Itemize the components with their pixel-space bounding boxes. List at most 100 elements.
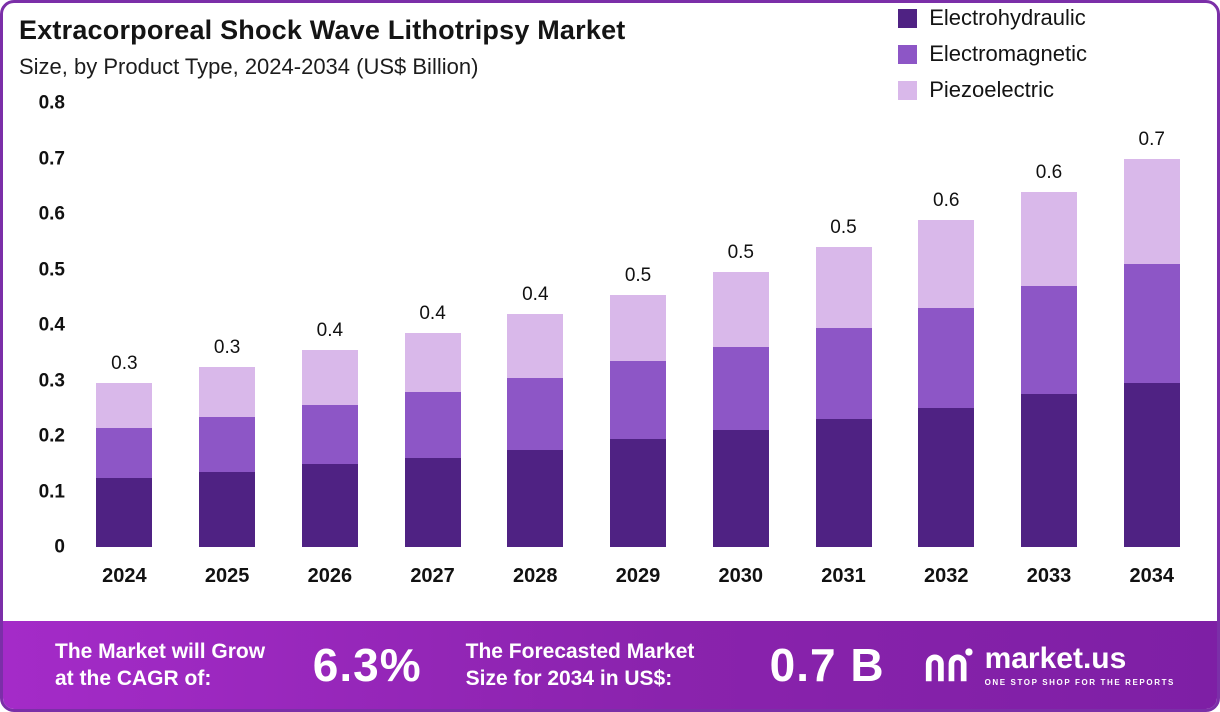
bar-column: 0.3 2024 [73, 103, 176, 588]
forecast-value: 0.7 B [769, 639, 885, 691]
bar-segment-piezoelectric [404, 333, 461, 392]
bar-segment-electromagnetic [96, 427, 153, 478]
forecast-label: The Forecasted Market Size for 2034 in U… [465, 639, 695, 690]
bar-total-label: 0.3 [111, 353, 138, 375]
legend-label: Electrohydraulic [929, 5, 1086, 30]
bar-column: 0.4 2026 [278, 103, 381, 588]
bar-segment-electromagnetic [507, 377, 564, 450]
bar-segment-electromagnetic [610, 361, 667, 439]
bar-total-label: 0.3 [213, 336, 241, 358]
bar-segment-electromagnetic [1123, 263, 1180, 384]
y-axis-tick-label: 0 [54, 536, 65, 558]
bar-segment-electrohydraulic [610, 438, 667, 547]
legend-item: Piezoelectric [898, 77, 1087, 103]
y-axis-tick-label: 0.1 [38, 481, 65, 502]
bar-total-label: 0.4 [419, 303, 446, 325]
x-axis-label: 2027 [410, 565, 455, 587]
legend-swatch [898, 44, 918, 64]
bar-column: 0.5 2030 [689, 103, 792, 588]
brand-block: market.us ONE STOP SHOP FOR THE REPORTS [921, 641, 1175, 687]
bar-total-label: 0.5 [830, 217, 857, 239]
bar-segment-electromagnetic [404, 391, 461, 459]
chart-title: Extracorporeal Shock Wave Lithotripsy Ma… [19, 15, 626, 45]
stacked-bar [918, 219, 975, 547]
x-axis-label: 2032 [923, 565, 969, 587]
bar-segment-piezoelectric [96, 383, 153, 428]
y-axis-tick-label: 0.2 [38, 425, 65, 447]
legend-swatch [898, 80, 918, 100]
y-axis-tick-label: 0.5 [38, 259, 65, 280]
bar-segment-electromagnetic [301, 405, 358, 464]
stacked-bar [507, 313, 564, 547]
legend-item: Electromagnetic [898, 41, 1087, 67]
y-axis-tick-label: 0.7 [38, 148, 65, 169]
bar-total-label: 0.4 [522, 283, 549, 305]
stacked-bar [96, 383, 153, 547]
stacked-bar [610, 294, 667, 547]
bar-column: 0.5 2031 [792, 103, 895, 588]
x-axis-label: 2028 [513, 565, 558, 587]
bar-total-label: 0.4 [316, 319, 344, 341]
bar-segment-piezoelectric [1123, 158, 1180, 264]
bar-column: 0.6 2032 [895, 103, 998, 588]
plot-area: 0.3 2024 0.3 2025 0.4 2026 0.4 2027 0.4 2028 0.5 20… [73, 103, 1203, 588]
bar-segment-electrohydraulic [301, 463, 358, 547]
bar-segment-electrohydraulic [712, 430, 769, 547]
x-axis-label: 2034 [1129, 565, 1174, 587]
bar-segment-piezoelectric [712, 272, 769, 348]
bar-segment-piezoelectric [1020, 191, 1077, 287]
legend-item: Electrohydraulic [898, 5, 1087, 31]
bar-segment-electrohydraulic [815, 419, 872, 547]
footer-banner: The Market will Grow at the CAGR of: 6.3… [3, 621, 1217, 709]
bar-column: 0.5 2029 [587, 103, 690, 588]
marketus-logo-icon [925, 648, 973, 682]
bar-segment-piezoelectric [815, 247, 872, 328]
cagr-value: 6.3% [312, 639, 422, 691]
bar-column: 0.3 2025 [176, 103, 279, 588]
x-axis-label: 2026 [307, 565, 353, 587]
legend-swatch [898, 8, 918, 28]
bar-total-label: 0.6 [933, 189, 960, 211]
chart: 0 0.1 0.2 0.3 0.4 0.5 0.6 0.7 0.8 0.3 2024 0.3 2025… [21, 94, 1203, 588]
bar-column: 0.4 2027 [381, 103, 484, 588]
y-axis-tick-label: 0.8 [38, 92, 65, 114]
bar-total-label: 0.7 [1138, 128, 1165, 150]
bar-segment-electromagnetic [1020, 286, 1077, 395]
bar-segment-piezoelectric [507, 313, 564, 378]
bar-segment-electromagnetic [712, 347, 769, 431]
bar-segment-piezoelectric [610, 294, 667, 362]
bar-segment-piezoelectric [199, 366, 256, 417]
x-axis-label: 2033 [1026, 565, 1072, 587]
x-axis-label: 2025 [204, 565, 250, 587]
bar-segment-piezoelectric [301, 349, 358, 406]
bar-segment-piezoelectric [918, 219, 975, 309]
brand-name: market.us [984, 641, 1127, 675]
x-axis-label: 2030 [718, 565, 764, 587]
x-axis-label: 2024 [102, 565, 147, 587]
y-axis-tick-label: 0.3 [38, 370, 65, 391]
bar-segment-electromagnetic [815, 327, 872, 420]
stacked-bar [199, 366, 256, 547]
legend: Electrohydraulic Electromagnetic Piezoelec… [898, 5, 1087, 103]
bar-segment-electrohydraulic [199, 472, 256, 547]
bar-column: 0.4 2028 [484, 103, 587, 588]
bar-column: 0.7 2034 [1100, 103, 1203, 588]
stacked-bar [1123, 158, 1180, 547]
bar-segment-electrohydraulic [404, 458, 461, 547]
chart-header: Extracorporeal Shock Wave Lithotripsy Ma… [19, 15, 1201, 80]
bar-column: 0.6 2033 [998, 103, 1101, 588]
bar-segment-electrohydraulic [507, 449, 564, 547]
cagr-label: The Market will Grow at the CAGR of: [55, 639, 266, 690]
bar-segment-electrohydraulic [1123, 383, 1180, 547]
brand-tagline: ONE STOP SHOP FOR THE REPORTS [984, 677, 1175, 687]
bar-segment-electromagnetic [918, 308, 975, 409]
legend-label: Electromagnetic [929, 41, 1087, 66]
y-axis: 0 0.1 0.2 0.3 0.4 0.5 0.6 0.7 0.8 [21, 94, 73, 557]
chart-subtitle: Size, by Product Type, 2024-2034 (US$ Bi… [19, 54, 479, 79]
stacked-bar [712, 272, 769, 547]
bar-total-label: 0.5 [624, 264, 652, 286]
bar-segment-electrohydraulic [1020, 394, 1077, 547]
y-axis-tick-label: 0.6 [38, 203, 65, 225]
bar-segment-electromagnetic [199, 416, 256, 473]
